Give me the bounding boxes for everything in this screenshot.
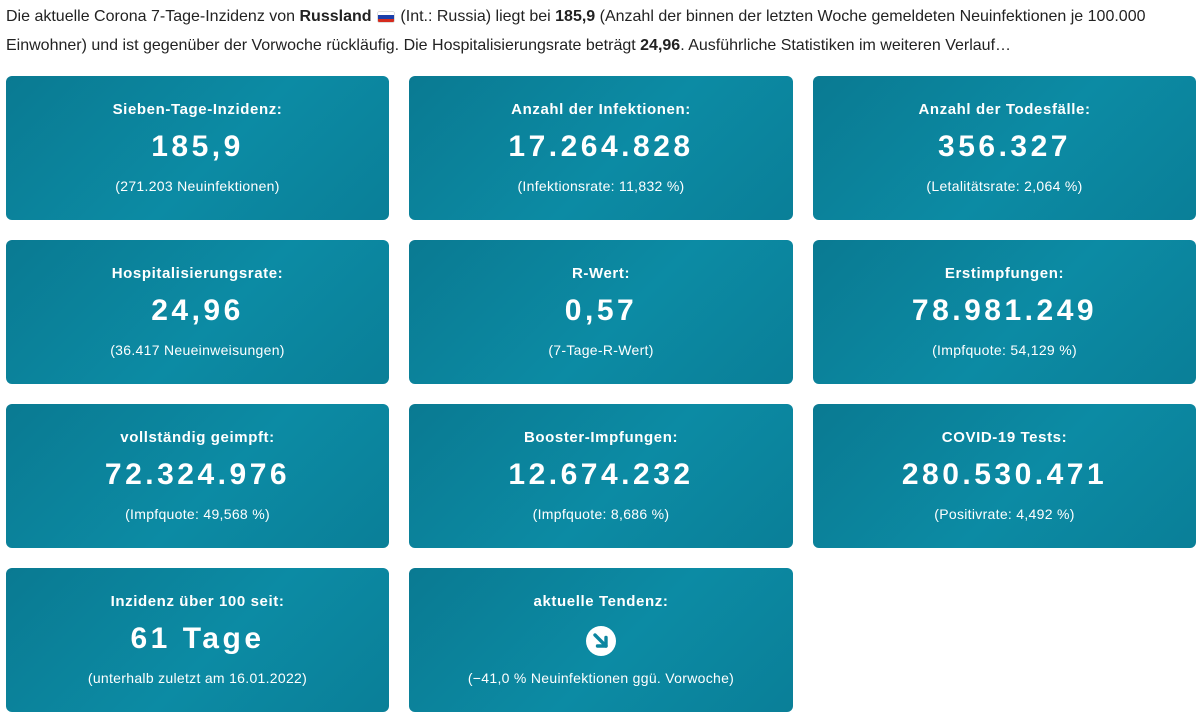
- intro-text: (Int.: Russia) liegt bei: [395, 8, 556, 25]
- card-value: 12.674.232: [508, 458, 694, 491]
- card-label: Sieben-Tage-Inzidenz:: [112, 101, 283, 118]
- card-tests: COVID-19 Tests: 280.530.471 (Positivrate…: [813, 404, 1196, 548]
- card-incidence: Sieben-Tage-Inzidenz: 185,9 (271.203 Neu…: [6, 76, 389, 220]
- card-value: 0,57: [564, 294, 638, 327]
- trend-down-arrow-icon: [586, 626, 616, 656]
- card-label: Inzidenz über 100 seit:: [110, 593, 285, 610]
- card-first-vaccinations: Erstimpfungen: 78.981.249 (Impfquote: 54…: [813, 240, 1196, 384]
- intro-text: . Ausführliche Statistiken im weiteren V…: [680, 37, 1012, 54]
- intro-text: Die aktuelle Corona 7-Tage-Inzidenz von: [6, 8, 300, 25]
- card-value: 78.981.249: [911, 294, 1098, 327]
- card-incidence-above-100: Inzidenz über 100 seit: 61 Tage (unterha…: [6, 568, 389, 712]
- card-value: 24,96: [151, 294, 244, 327]
- card-subtext: (Impfquote: 8,686 %): [532, 506, 670, 522]
- intro-paragraph: Die aktuelle Corona 7-Tage-Inzidenz von …: [6, 2, 1196, 60]
- card-label: COVID-19 Tests:: [941, 429, 1068, 446]
- card-booster: Booster-Impfungen: 12.674.232 (Impfquote…: [409, 404, 793, 548]
- card-infections: Anzahl der Infektionen: 17.264.828 (Infe…: [409, 76, 793, 220]
- card-value: 280.530.471: [901, 458, 1108, 491]
- card-subtext: (Impfquote: 54,129 %): [932, 342, 1077, 358]
- card-subtext: (unterhalb zuletzt am 16.01.2022): [87, 670, 308, 686]
- intro-incidence: 185,9: [555, 8, 596, 25]
- card-hospitalization: Hospitalisierungsrate: 24,96 (36.417 Neu…: [6, 240, 389, 384]
- card-value: 356.327: [938, 130, 1071, 163]
- card-label: aktuelle Tendenz:: [533, 593, 669, 610]
- card-label: Anzahl der Todesfälle:: [918, 101, 1091, 118]
- card-fully-vaccinated: vollständig geimpft: 72.324.976 (Impfquo…: [6, 404, 389, 548]
- card-subtext: (36.417 Neueinweisungen): [110, 342, 285, 358]
- card-subtext: (Impfquote: 49,568 %): [125, 506, 270, 522]
- card-trend: aktuelle Tendenz: (−41,0 % Neuinfektione…: [409, 568, 793, 712]
- card-label: Anzahl der Infektionen:: [511, 101, 691, 118]
- card-value: 61 Tage: [130, 622, 265, 655]
- card-subtext: (Letalitätsrate: 2,064 %): [926, 178, 1083, 194]
- card-subtext: (Positivrate: 4,492 %): [934, 506, 1075, 522]
- card-value: 72.324.976: [104, 458, 291, 491]
- card-label: vollständig geimpft:: [120, 429, 275, 446]
- russia-flag-icon: [377, 12, 394, 22]
- card-value: 185,9: [151, 130, 244, 163]
- country-name: Russland: [299, 8, 372, 25]
- intro-hospitalization: 24,96: [640, 37, 681, 54]
- card-label: R-Wert:: [571, 265, 631, 282]
- card-label: Erstimpfungen:: [944, 265, 1065, 282]
- card-deaths: Anzahl der Todesfälle: 356.327 (Letalitä…: [813, 76, 1196, 220]
- card-r-value: R-Wert: 0,57 (7-Tage-R-Wert): [409, 240, 793, 384]
- card-subtext: (7-Tage-R-Wert): [548, 342, 654, 358]
- stats-grid: Sieben-Tage-Inzidenz: 185,9 (271.203 Neu…: [6, 76, 1196, 712]
- card-subtext: (271.203 Neuinfektionen): [115, 178, 280, 194]
- card-label: Hospitalisierungsrate:: [111, 265, 284, 282]
- card-value: 17.264.828: [508, 130, 694, 163]
- intro-text: (Anzahl der binnen der letzten Woche gem…: [6, 8, 1146, 54]
- card-subtext: (Infektionsrate: 11,832 %): [517, 178, 685, 194]
- card-label: Booster-Impfungen:: [523, 429, 679, 446]
- card-subtext: (−41,0 % Neuinfektionen ggü. Vorwoche): [467, 670, 735, 686]
